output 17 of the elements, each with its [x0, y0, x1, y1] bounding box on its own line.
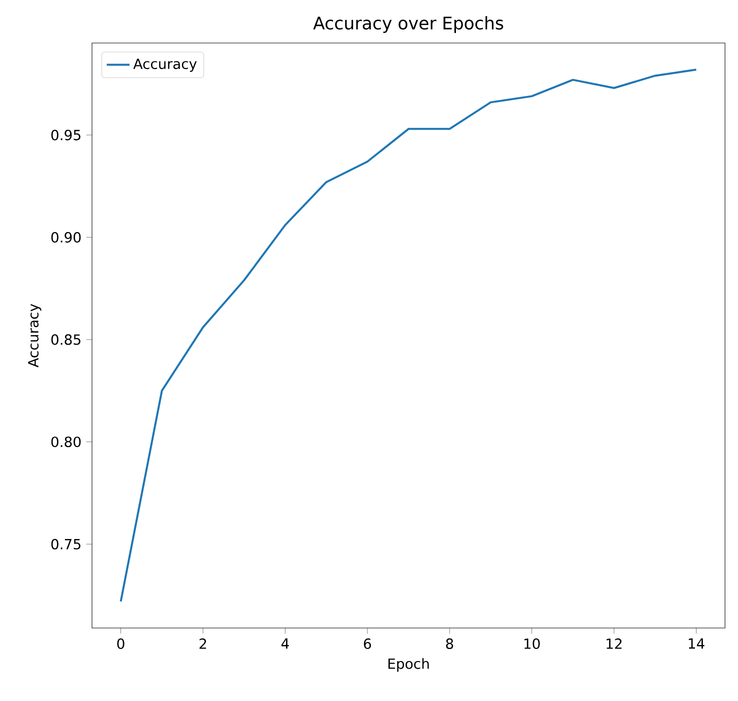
y-tick-label: 0.95 [51, 130, 80, 140]
x-tick-label: 10 [524, 638, 540, 649]
x-tick-label: 0 [117, 638, 124, 649]
x-tick-label: 8 [446, 638, 454, 649]
x-tick-label: 2 [200, 638, 206, 649]
x-tick-label: 4 [281, 638, 289, 649]
x-tick-label: 6 [364, 638, 371, 649]
x-tick-label: 12 [606, 638, 622, 649]
y-tick-label: 0.90 [51, 232, 81, 243]
y-axis-title: Accuracy [28, 304, 42, 368]
y-tick-label: 0.80 [51, 436, 81, 448]
chart-title: Accuracy over Epochs [313, 16, 504, 33]
y-tick-label: 0.85 [51, 334, 80, 345]
y-tick-label: 0.75 [51, 538, 80, 550]
x-axis-title: Epoch [388, 658, 429, 672]
legend-label: Accuracy [133, 58, 197, 72]
x-tick-label: 14 [688, 638, 704, 649]
